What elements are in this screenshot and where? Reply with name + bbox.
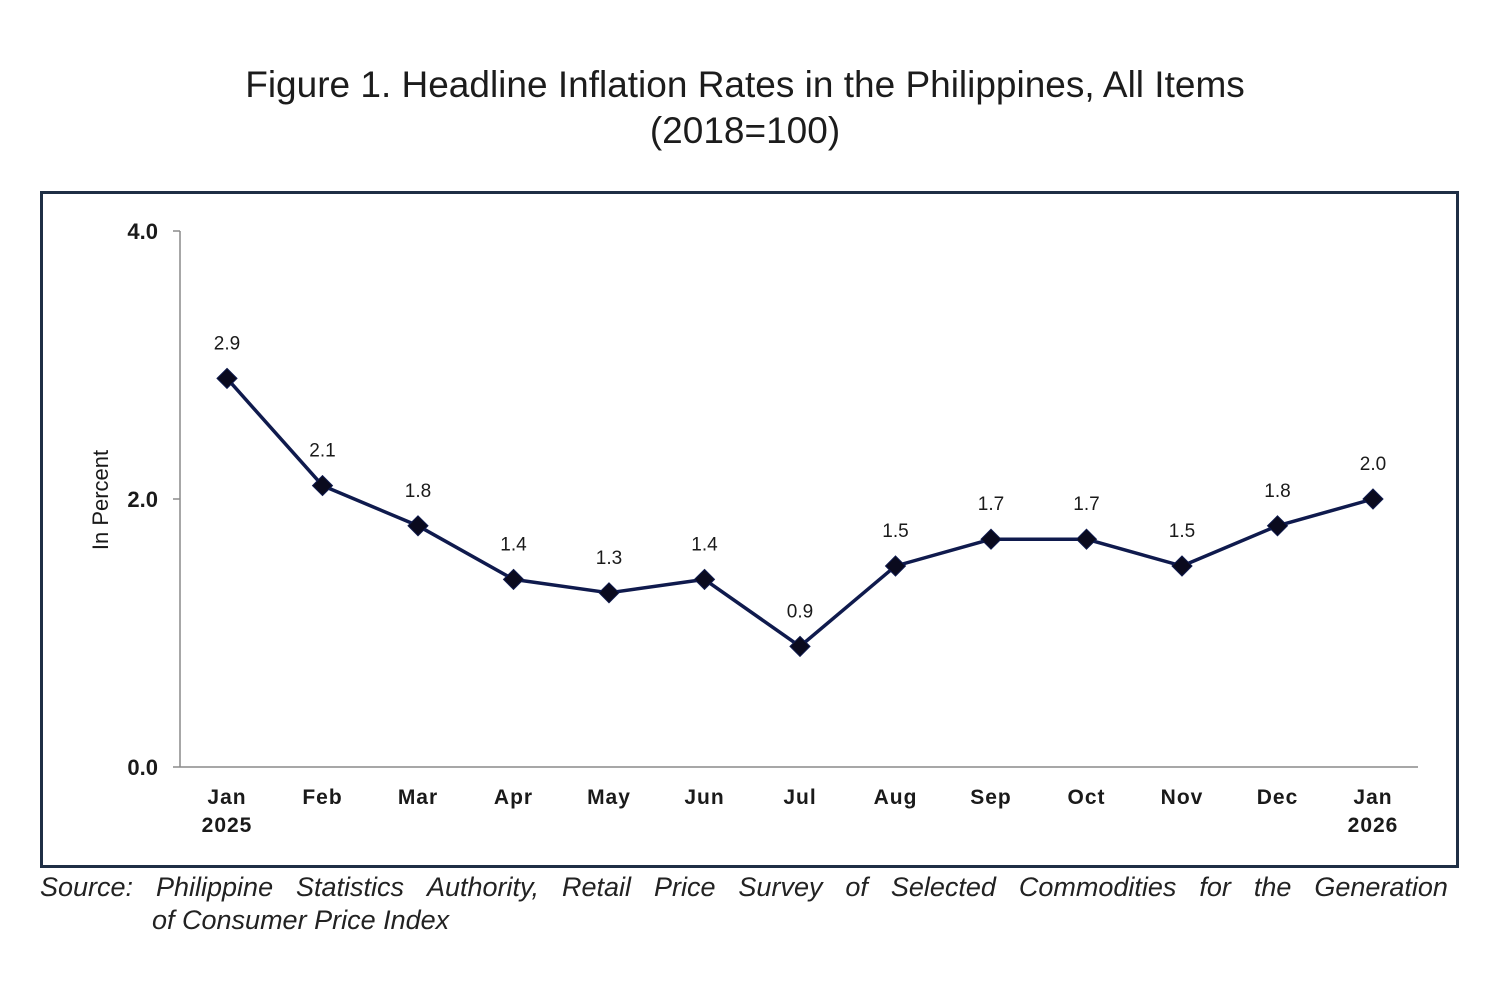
data-point — [1362, 488, 1384, 510]
x-tick-label: Nov — [1161, 786, 1204, 809]
source-note: Source: Philippine Statistics Authority, Ret… — [40, 871, 1448, 937]
source-word: Commodities — [1018, 872, 1177, 902]
data-label: 1.5 — [882, 521, 908, 542]
x-tick-label: Jul — [783, 786, 816, 809]
data-point — [980, 528, 1002, 550]
data-label: 0.9 — [787, 601, 813, 622]
chart-title: Figure 1. Headline Inflation Rates in th… — [0, 62, 1490, 154]
data-point — [407, 515, 429, 537]
y-tick-label: 2.0 — [127, 487, 158, 512]
x-tick-label: Jun — [684, 786, 724, 809]
data-point — [1266, 515, 1289, 537]
source-word: Authority, — [427, 872, 540, 902]
x-tick-label: Apr — [494, 786, 533, 809]
x-tick-label: Jan — [207, 786, 246, 809]
source-word: Survey — [738, 872, 823, 902]
data-point — [598, 582, 620, 604]
data-point — [502, 568, 525, 591]
data-label: 1.8 — [1264, 481, 1290, 502]
y-axis-title: In Percent — [88, 450, 113, 550]
x-tick-label: Dec — [1257, 786, 1299, 809]
x-tick-label: 2025 — [202, 814, 253, 837]
data-label: 1.3 — [596, 548, 622, 569]
data-label: 2.0 — [1360, 454, 1386, 475]
source-word: Statistics — [296, 872, 405, 902]
x-tick-label: Mar — [398, 786, 438, 809]
source-word: the — [1253, 872, 1292, 902]
x-tick-label: 2026 — [1348, 814, 1399, 837]
data-label: 1.7 — [1073, 494, 1099, 515]
x-tick-label: Sep — [970, 786, 1012, 809]
data-point — [1075, 528, 1098, 550]
data-label: 2.1 — [309, 441, 335, 462]
source-word: Philippine — [156, 872, 274, 902]
x-tick-label: Feb — [302, 786, 342, 809]
source-word: Generation — [1314, 872, 1448, 902]
data-label: 1.8 — [405, 481, 431, 502]
data-point — [216, 367, 238, 390]
source-line-2: of Consumer Price Index — [152, 905, 450, 935]
title-line: Figure 1. Headline Inflation Rates in th… — [245, 64, 1245, 105]
data-point — [693, 568, 716, 591]
x-tick-label: Oct — [1067, 786, 1105, 809]
data-label: 1.4 — [500, 534, 527, 555]
y-tick-label: 0.0 — [127, 755, 158, 780]
chart-frame — [40, 191, 1459, 868]
source-word: Source: — [40, 872, 134, 902]
source-word: Selected — [890, 872, 996, 902]
x-tick-label: Jan — [1353, 786, 1392, 809]
subtitle-line: (2018=100) — [649, 110, 841, 151]
source-word: of — [845, 872, 868, 902]
data-label: 2.9 — [214, 333, 240, 354]
source-word: Retail — [562, 872, 632, 902]
source-word: Price — [653, 872, 716, 902]
x-tick-label: May — [587, 786, 631, 809]
source-line-1: Source: Philippine Statistics Authority, Ret… — [40, 871, 1448, 904]
data-point — [311, 474, 334, 497]
data-point — [789, 635, 811, 658]
y-tick-label: 4.0 — [127, 219, 158, 244]
data-label: 1.7 — [978, 494, 1004, 515]
data-point — [884, 555, 907, 577]
data-label: 1.5 — [1169, 521, 1195, 542]
data-point — [1171, 555, 1193, 577]
data-label: 1.4 — [691, 534, 718, 555]
source-word: for — [1199, 872, 1231, 902]
x-tick-label: Aug — [874, 786, 918, 809]
